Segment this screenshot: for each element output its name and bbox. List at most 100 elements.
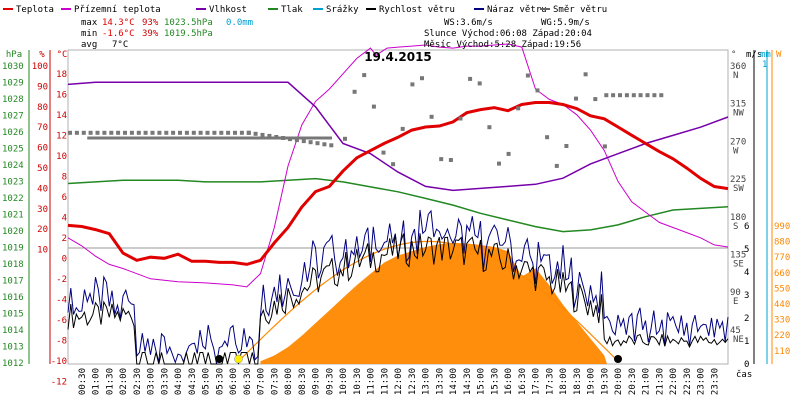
temperature-tick: 2 <box>62 234 67 244</box>
x-tick-label: 17:00 <box>532 368 542 395</box>
x-tick-label: 08:00 <box>284 368 294 395</box>
temperature-tick: 16 <box>56 91 67 101</box>
radiation-axis-label: W <box>776 50 782 60</box>
wind-tick: 1 <box>744 337 749 347</box>
direction-axis-label: ° <box>731 50 736 60</box>
x-tick-label: 21:30 <box>655 368 665 395</box>
wind-direction-point <box>246 130 251 135</box>
radiation-tick: 660 <box>774 269 790 279</box>
legend-layer: Teplota Přízemní teplota Vlhkost Tlak Srážky… <box>3 5 607 50</box>
x-tick-label: 17:30 <box>545 368 555 395</box>
wind-tick: 2 <box>744 314 749 324</box>
wind-tick: 5 <box>744 245 749 255</box>
wind-direction-point <box>400 126 405 131</box>
wind-direction-point <box>468 76 473 81</box>
legend-label: Tlak <box>281 5 303 15</box>
wind-direction-point <box>260 132 265 137</box>
x-tick-label: 23:00 <box>697 368 707 395</box>
direction-tick: 360 <box>730 62 746 72</box>
wind-direction-point <box>554 163 559 168</box>
rain-tick: 1 <box>762 60 767 70</box>
pressure-tick: 1022 <box>2 194 24 204</box>
wind-direction-point <box>487 125 492 130</box>
series-layer <box>67 43 729 365</box>
humidity-tick: 90 <box>37 82 48 92</box>
stat-avg-temp: 7°C <box>112 40 128 50</box>
x-tick-label: 19:00 <box>587 368 597 395</box>
legend-label: Rychlost větru <box>379 5 455 15</box>
wind-direction-point <box>81 130 86 135</box>
wind-direction-point <box>74 130 79 135</box>
x-tick-label: 04:30 <box>188 368 198 395</box>
x-tick-label: 20:00 <box>614 368 624 395</box>
direction-tick: 90 <box>730 288 741 298</box>
direction-name: NE <box>733 335 744 345</box>
wind-direction-point <box>136 130 141 135</box>
x-tick-label: 05:00 <box>202 368 212 395</box>
pressure-tick: 1012 <box>2 359 24 369</box>
x-tick-label: 09:00 <box>312 368 322 395</box>
x-tick-label: 18:00 <box>559 368 569 395</box>
wind-tick: 4 <box>744 268 749 278</box>
sunrise-marker <box>234 354 243 364</box>
direction-name: N <box>733 71 738 81</box>
temperature-line <box>67 101 729 266</box>
temperature-tick: 10 <box>56 152 67 162</box>
humidity-tick: 30 <box>37 205 48 215</box>
wind-direction-point <box>410 82 415 87</box>
temperature-tick: 4 <box>62 214 67 224</box>
rain-axis-label: mm <box>760 50 771 60</box>
stat-max-press: 1023.5hPa <box>164 18 213 28</box>
pressure-tick: 1019 <box>2 244 24 254</box>
x-tick-label: 18:30 <box>573 368 583 395</box>
wind-direction-point <box>638 93 643 98</box>
temperature-tick: 0 <box>62 255 67 265</box>
wind-direction-point <box>618 93 622 98</box>
temperature-tick: -4 <box>56 296 67 306</box>
temperature-tick: -6 <box>56 316 67 326</box>
radiation-tick: 440 <box>774 300 790 310</box>
x-tick-label: 07:30 <box>270 368 280 395</box>
radiation-tick: 770 <box>774 253 790 263</box>
pressure-tick: 1015 <box>2 310 24 320</box>
wind-direction-point <box>429 114 434 119</box>
wind-direction-point <box>253 131 258 136</box>
pressure-tick: 1016 <box>2 293 24 303</box>
humidity-tick: 80 <box>37 103 48 113</box>
legend-label: Srážky <box>326 5 359 15</box>
wind-direction-point <box>525 73 530 78</box>
wind-direction-point <box>171 130 176 135</box>
humidity-tick: 60 <box>37 144 48 154</box>
wind-direction-point <box>164 130 169 135</box>
pressure-tick: 1024 <box>2 161 24 171</box>
wind-direction-point <box>191 130 196 135</box>
wind-direction-point <box>123 130 127 135</box>
humidity-tick: 40 <box>37 184 48 194</box>
wind-direction-point <box>205 130 210 135</box>
wind-direction-point <box>226 130 231 135</box>
wind-tick: 6 <box>744 222 749 232</box>
x-tick-label: 16:00 <box>504 368 514 395</box>
wind-direction-point <box>116 130 121 135</box>
stat-wg: WG:5.9m/s <box>541 18 590 28</box>
wind-direction-point <box>157 130 162 135</box>
pressure-tick: 1029 <box>2 79 24 89</box>
direction-name: SE <box>733 260 744 270</box>
direction-tick: 225 <box>730 175 746 185</box>
x-tick-label: 07:00 <box>257 368 267 395</box>
wind-direction-point <box>102 130 107 135</box>
x-tick-label: 06:00 <box>229 368 239 395</box>
pressure-tick: 1018 <box>2 260 24 270</box>
temperature-tick: 18 <box>56 70 67 80</box>
stat-avg-label: avg <box>81 40 97 50</box>
radiation-tick: 880 <box>774 238 790 248</box>
wind-direction-point <box>267 133 272 138</box>
direction-tick: 180 <box>730 213 746 223</box>
x-tick-label: 14:00 <box>449 368 459 395</box>
x-tick-label: 03:00 <box>147 368 157 395</box>
wind-direction-point <box>233 130 237 135</box>
x-tick-label: 06:30 <box>243 368 253 395</box>
x-tick-label: 00:30 <box>78 368 88 395</box>
wind-direction-point <box>652 93 657 98</box>
